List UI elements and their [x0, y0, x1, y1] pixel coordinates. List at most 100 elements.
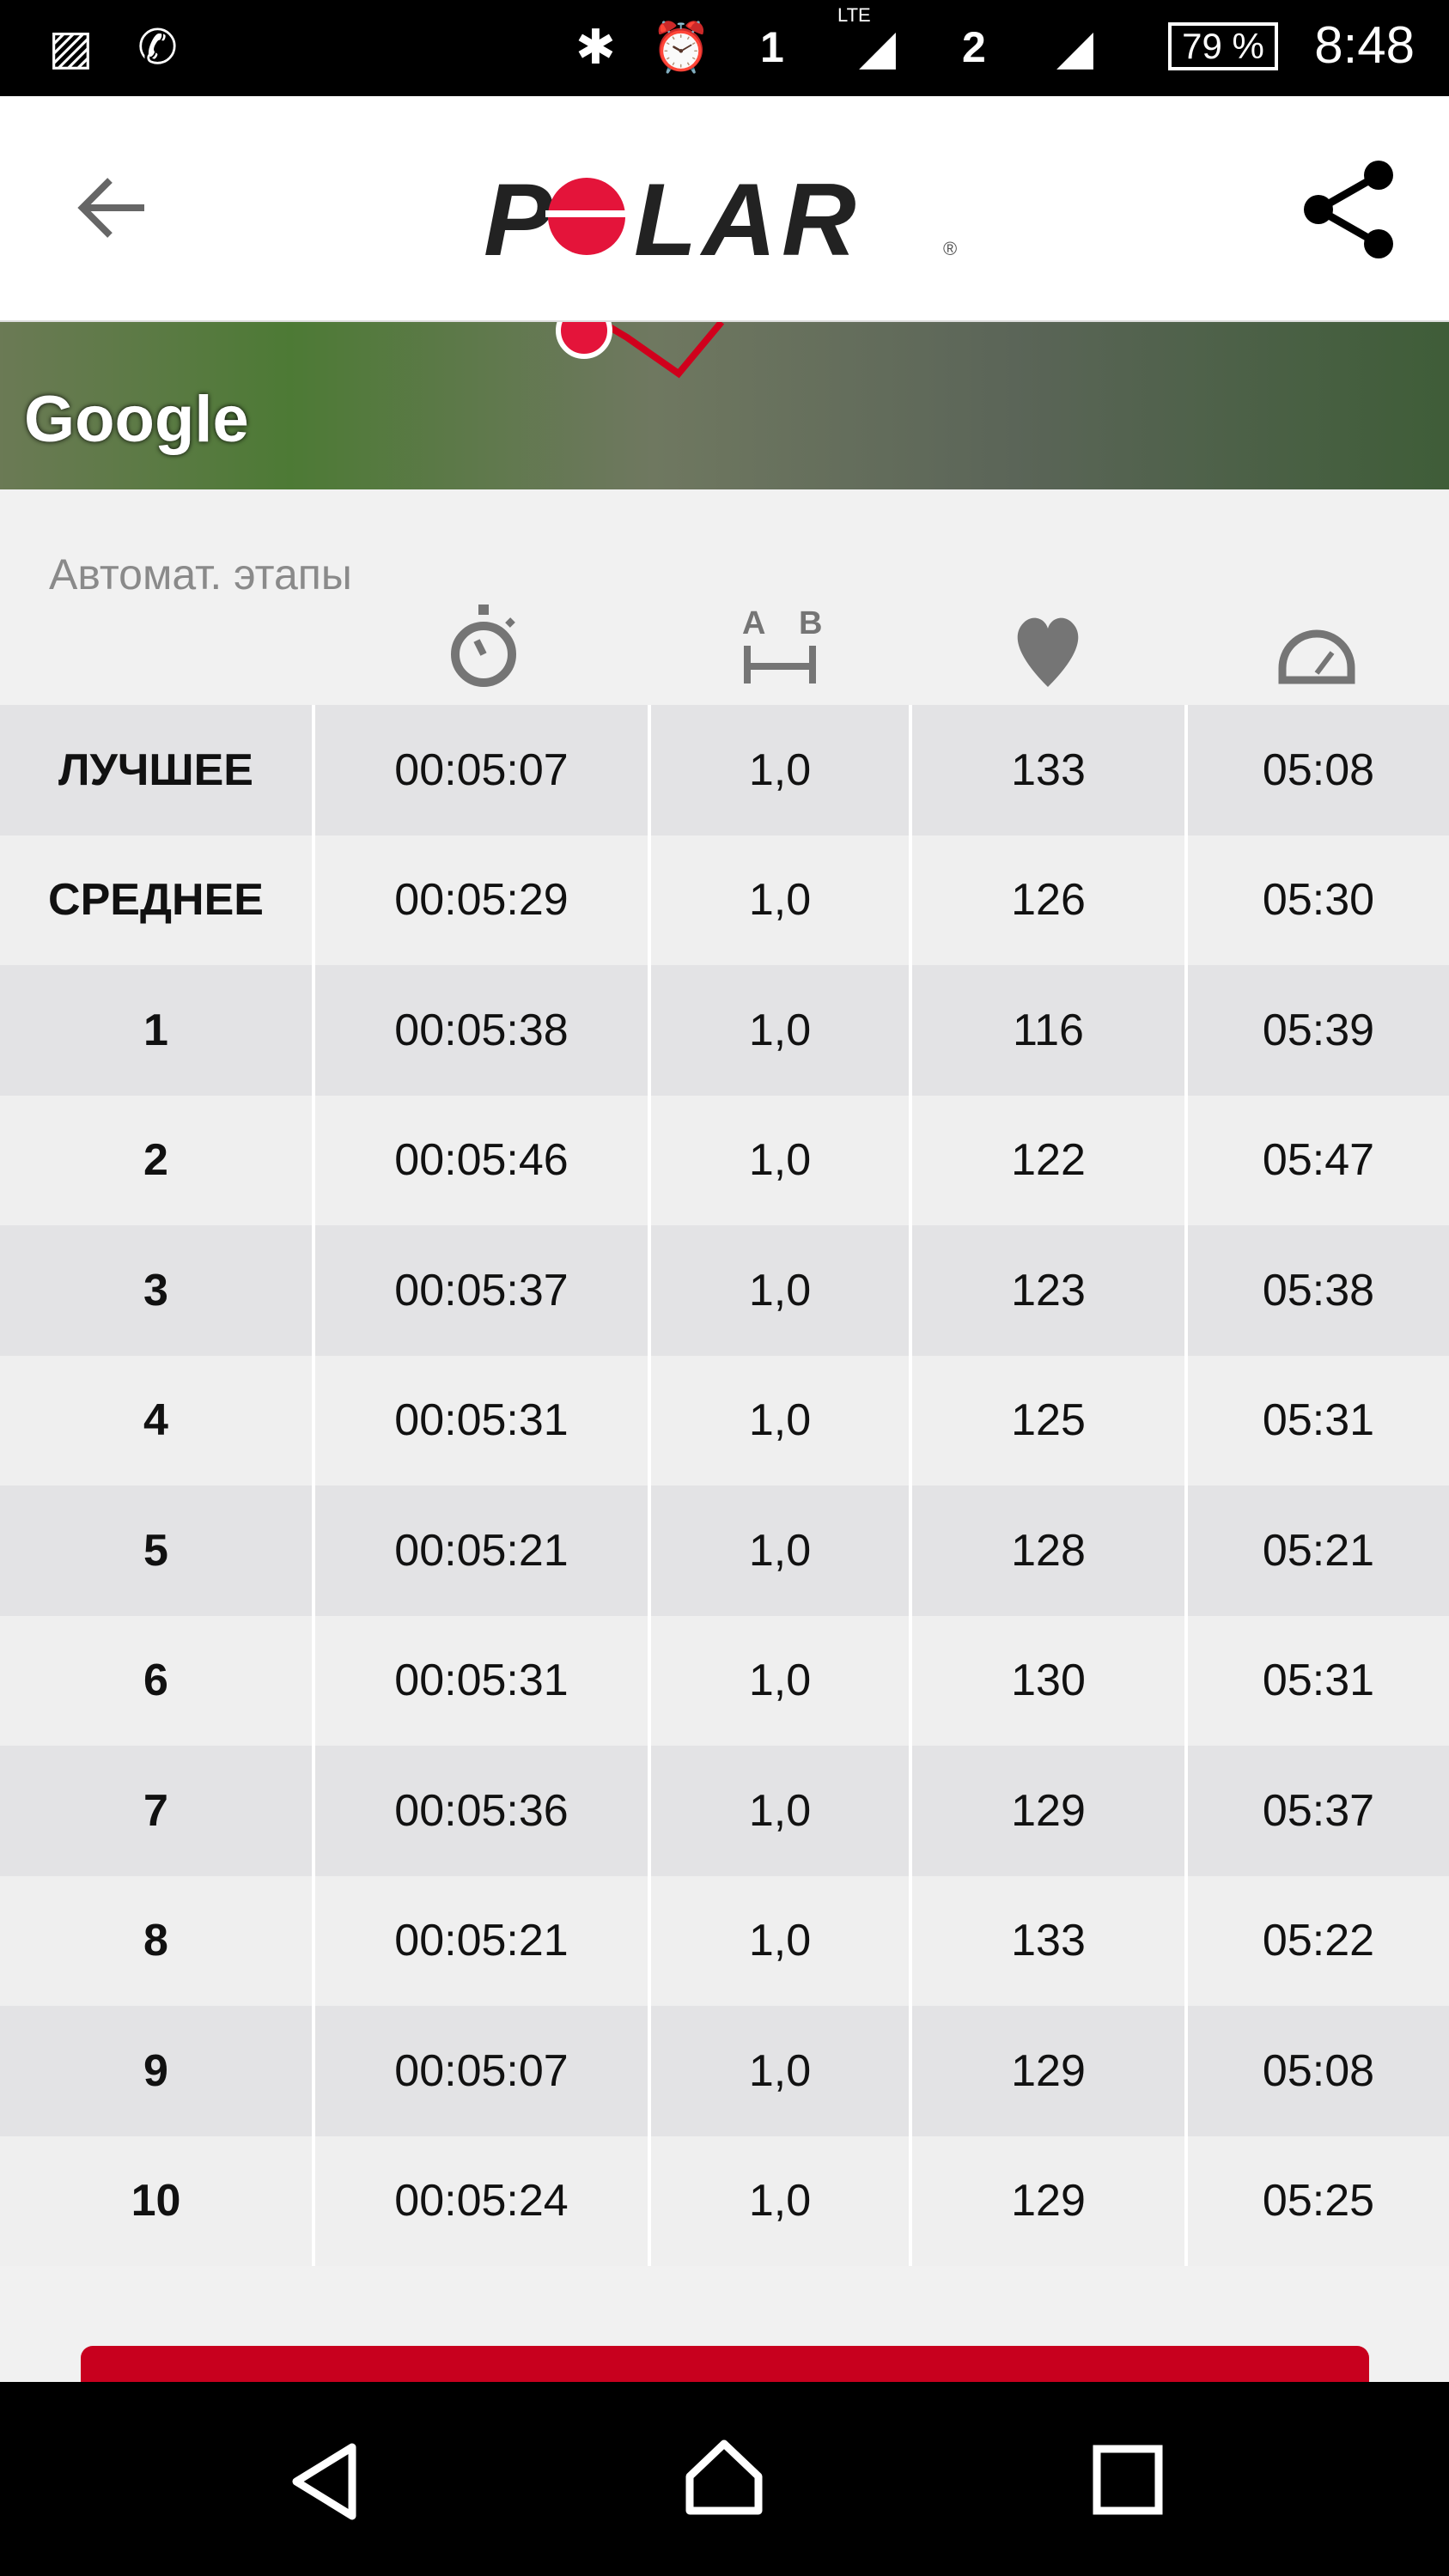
lap-distance: 1,0 [648, 705, 910, 835]
lap-heart-rate: 126 [909, 835, 1186, 965]
lap-duration: 00:05:37 [312, 1225, 649, 1356]
arrow-left-icon[interactable] [76, 173, 153, 242]
table-row: ЛУЧШЕЕ 00:05:07 1,0 133 05:08 [0, 705, 1449, 835]
alarm-icon: ⏰ [651, 20, 711, 74]
lap-pace: 05:31 [1184, 1355, 1449, 1485]
battery-indicator: 79 % [1168, 22, 1278, 70]
svg-text:P: P [484, 169, 557, 264]
lap-duration: 00:05:07 [312, 2006, 649, 2136]
lap-distance: 1,0 [648, 965, 910, 1096]
laps-table: ЛУЧШЕЕ 00:05:07 1,0 133 05:08 СРЕДНЕЕ 00:05:29… [0, 705, 1449, 2266]
lap-distance: 1,0 [648, 1355, 910, 1485]
table-row: 2 00:05:46 1,0 122 05:47 [0, 1095, 1449, 1225]
lap-label: 2 [0, 1095, 314, 1225]
table-row: СРЕДНЕЕ 00:05:29 1,0 126 05:30 [0, 835, 1449, 965]
lap-duration: 00:05:31 [312, 1355, 649, 1485]
lap-distance: 1,0 [648, 1485, 910, 1616]
back-nav-icon[interactable] [283, 2439, 369, 2524]
lap-label: 9 [0, 2006, 314, 2136]
distance-label-b: B [799, 605, 822, 641]
google-attribution: Google [24, 383, 249, 456]
sim2-badge: 2 [962, 23, 986, 71]
lap-heart-rate: 123 [909, 1225, 1186, 1356]
lap-duration: 00:05:29 [312, 835, 649, 965]
lap-heart-rate: 125 [909, 1355, 1186, 1485]
lap-heart-rate: 129 [909, 2006, 1186, 2136]
table-row: 10 00:05:24 1,0 129 05:25 [0, 2136, 1449, 2266]
lap-heart-rate: 128 [909, 1485, 1186, 1616]
lap-heart-rate: 133 [909, 705, 1186, 835]
lap-duration: 00:05:46 [312, 1095, 649, 1225]
lap-distance: 1,0 [648, 1875, 910, 2006]
svg-text:LAR: LAR [634, 169, 861, 264]
distance-ab-icon: A B [728, 601, 831, 696]
sim1-badge: 1 [760, 23, 784, 71]
lap-pace: 05:31 [1184, 1615, 1449, 1746]
speedometer-icon [1265, 601, 1368, 696]
table-row: 8 00:05:21 1,0 133 05:22 [0, 1875, 1449, 2006]
recents-nav-icon[interactable] [1085, 2437, 1171, 2523]
clock: 8:48 [1314, 16, 1415, 74]
table-row: 9 00:05:07 1,0 129 05:08 [0, 2006, 1449, 2136]
lap-label: 10 [0, 2136, 314, 2266]
lap-heart-rate: 130 [909, 1615, 1186, 1746]
lap-pace: 05:08 [1184, 705, 1449, 835]
signal-icon: ◢ [859, 20, 897, 74]
lap-heart-rate: 129 [909, 1746, 1186, 1876]
lap-label: 7 [0, 1746, 314, 1876]
lap-pace: 05:08 [1184, 2006, 1449, 2136]
lap-label: 5 [0, 1485, 314, 1616]
table-row: 1 00:05:38 1,0 116 05:39 [0, 965, 1449, 1096]
lap-distance: 1,0 [648, 1225, 910, 1356]
navigation-bar [0, 2382, 1449, 2576]
lap-heart-rate: 129 [909, 2136, 1186, 2266]
share-icon[interactable] [1297, 158, 1400, 261]
image-icon: ▨ [48, 20, 94, 74]
lap-heart-rate: 122 [909, 1095, 1186, 1225]
lap-duration: 00:05:31 [312, 1615, 649, 1746]
table-row: 4 00:05:31 1,0 125 05:31 [0, 1355, 1449, 1485]
lap-duration: 00:05:24 [312, 2136, 649, 2266]
lap-heart-rate: 133 [909, 1875, 1186, 2006]
route-line [556, 322, 725, 379]
heart-icon [996, 601, 1099, 696]
lap-label: ЛУЧШЕЕ [0, 705, 314, 835]
lap-duration: 00:05:21 [312, 1875, 649, 2006]
stopwatch-icon [432, 601, 535, 696]
lap-pace: 05:39 [1184, 965, 1449, 1096]
lap-label: 8 [0, 1875, 314, 2006]
svg-text:®: ® [943, 238, 957, 259]
lap-label: 6 [0, 1615, 314, 1746]
status-bar: ▨ ✆ ✱ ⏰ 1 LTE ◢ 2 ◢ 79 % 8:48 [0, 0, 1449, 96]
lap-pace: 05:38 [1184, 1225, 1449, 1356]
lap-label: СРЕДНЕЕ [0, 835, 314, 965]
column-header-icons: A B [0, 601, 1449, 696]
app-header: P LAR ® [0, 96, 1449, 322]
table-row: 3 00:05:37 1,0 123 05:38 [0, 1225, 1449, 1356]
lap-distance: 1,0 [648, 1746, 910, 1876]
bluetooth-icon: ✱ [575, 20, 616, 74]
lap-pace: 05:21 [1184, 1485, 1449, 1616]
lap-pace: 05:30 [1184, 835, 1449, 965]
lap-duration: 00:05:36 [312, 1746, 649, 1876]
route-map[interactable]: Google [0, 322, 1449, 489]
lap-distance: 1,0 [648, 1615, 910, 1746]
signal-icon: ◢ [1056, 20, 1094, 74]
network-type: LTE [837, 4, 871, 26]
table-row: 5 00:05:21 1,0 128 05:21 [0, 1485, 1449, 1616]
lap-heart-rate: 116 [909, 965, 1186, 1096]
lap-label: 4 [0, 1355, 314, 1485]
lap-distance: 1,0 [648, 2006, 910, 2136]
table-row: 7 00:05:36 1,0 129 05:37 [0, 1746, 1449, 1876]
lap-pace: 05:37 [1184, 1746, 1449, 1876]
laps-title: Автомат. этапы [49, 550, 352, 598]
lap-pace: 05:25 [1184, 2136, 1449, 2266]
lap-duration: 00:05:07 [312, 705, 649, 835]
lap-distance: 1,0 [648, 1095, 910, 1225]
lap-duration: 00:05:38 [312, 965, 649, 1096]
lap-distance: 1,0 [648, 2136, 910, 2266]
home-nav-icon[interactable] [681, 2433, 767, 2519]
lap-label: 3 [0, 1225, 314, 1356]
lap-pace: 05:47 [1184, 1095, 1449, 1225]
table-row: 6 00:05:31 1,0 130 05:31 [0, 1615, 1449, 1746]
